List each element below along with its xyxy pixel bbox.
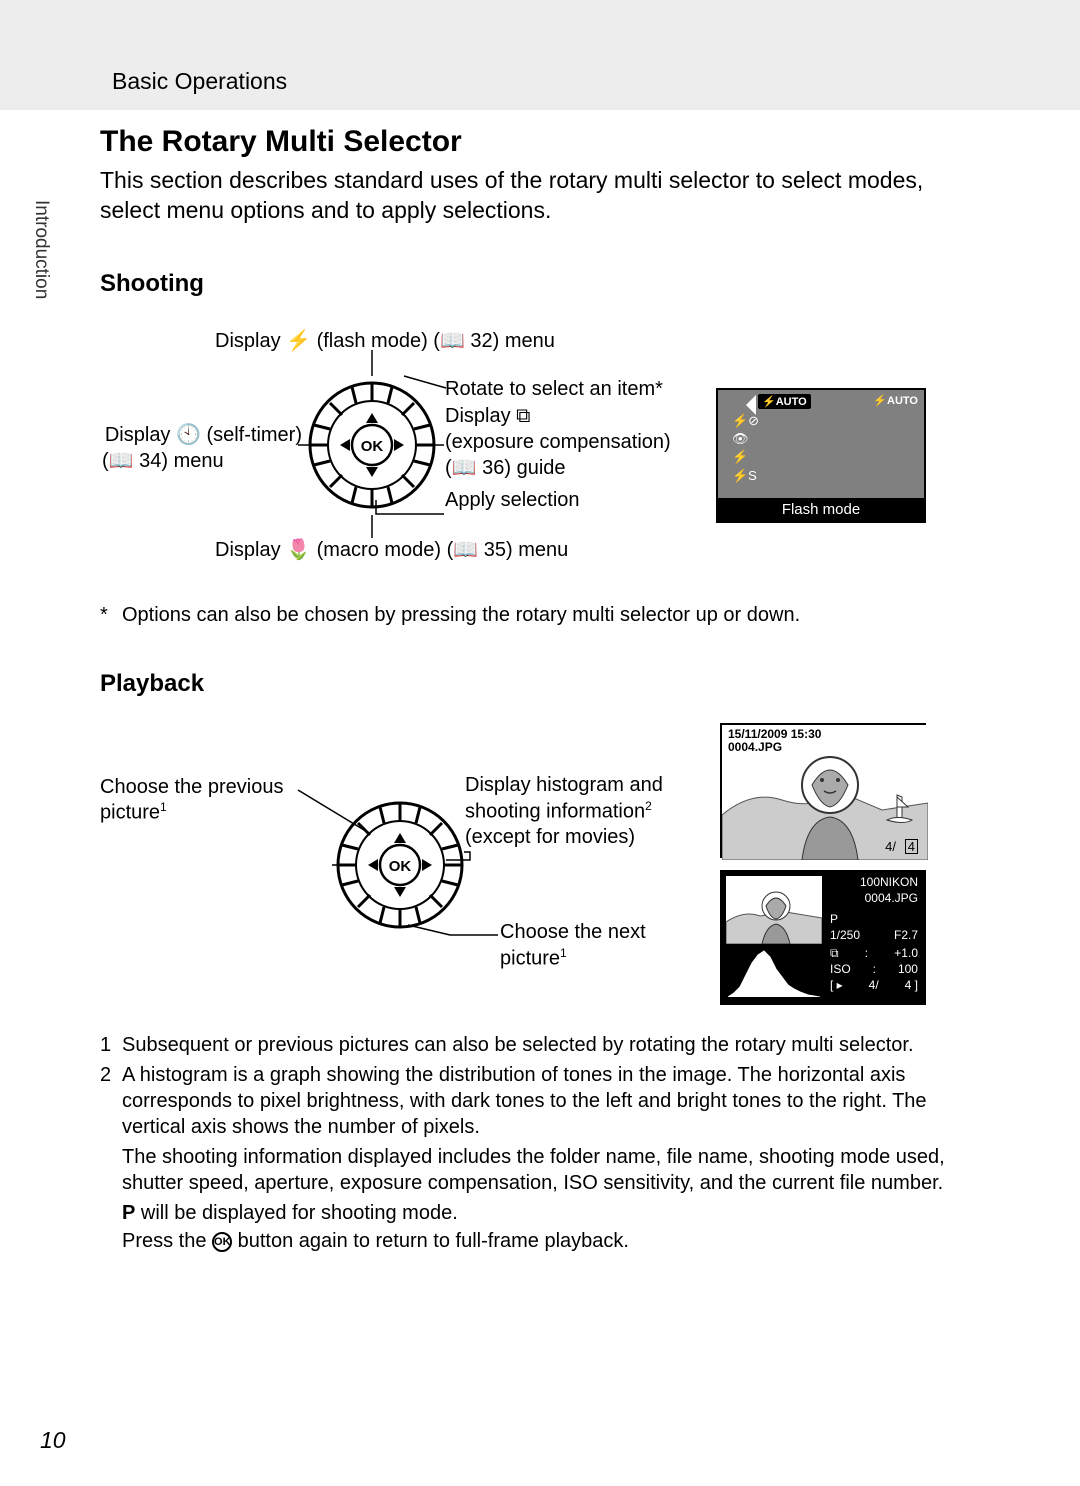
screen2-count-row: [ ▸4/4 ] [830, 978, 918, 992]
screen2-info: 100NIKON 0004.JPG [860, 874, 918, 906]
playback-heading: Playback [100, 670, 204, 698]
flash-mode-screen: ⚡AUTO ⚡AUTO ⚡⊘ 👁 ⚡ ⚡S Flash mode [716, 388, 926, 523]
screen1-date: 15/11/2009 15:30 [728, 727, 821, 741]
leader-lines-playback [100, 770, 700, 980]
screen1-total: 4 [905, 839, 918, 854]
footnote-2a: 2A histogram is a graph showing the dist… [100, 1062, 960, 1140]
leader-lines-shooting [100, 330, 700, 560]
playback-screen-2: 100NIKON 0004.JPG P 1/250F2.7 ⧉:+1.0 ISO… [720, 870, 926, 1005]
footnote-1: 1Subsequent or previous pictures can als… [100, 1032, 960, 1058]
playback-screen-1: 15/11/2009 15:30 0004.JPG 4/ 4 [720, 723, 926, 858]
flash-icon-list: ⚡⊘ 👁 ⚡ ⚡S [732, 412, 759, 485]
screen2-shutter-row: 1/250F2.7 [830, 928, 918, 942]
screen2-ev-row: ⧉:+1.0 [830, 946, 918, 961]
footnote-2b: The shooting information displayed inclu… [100, 1144, 960, 1196]
shooting-heading: Shooting [100, 270, 204, 298]
flash-tag-alt: ⚡AUTO [873, 394, 918, 407]
side-tab-introduction: Introduction [30, 200, 52, 299]
screen1-file: 0004.JPG [728, 740, 782, 754]
screen1-count: 4/ [885, 839, 896, 854]
page-number: 10 [40, 1427, 66, 1454]
ok-icon: OK [212, 1232, 232, 1252]
breadcrumb: Basic Operations [112, 68, 287, 95]
footnote-2d: Press the OK button again to return to f… [100, 1228, 960, 1254]
page-content: Introduction Basic Operations The Rotary… [0, 0, 1080, 1486]
screen2-iso-row: ISO:100 [830, 962, 918, 976]
shooting-footnote: *Options can also be chosen by pressing … [100, 602, 960, 628]
footnote-2c: P will be displayed for shooting mode. [100, 1200, 960, 1226]
screen2-mode: P [830, 912, 838, 926]
page-title: The Rotary Multi Selector [100, 125, 462, 159]
flash-mode-caption: Flash mode [718, 498, 924, 521]
intro-paragraph: This section describes standard uses of … [100, 166, 960, 226]
